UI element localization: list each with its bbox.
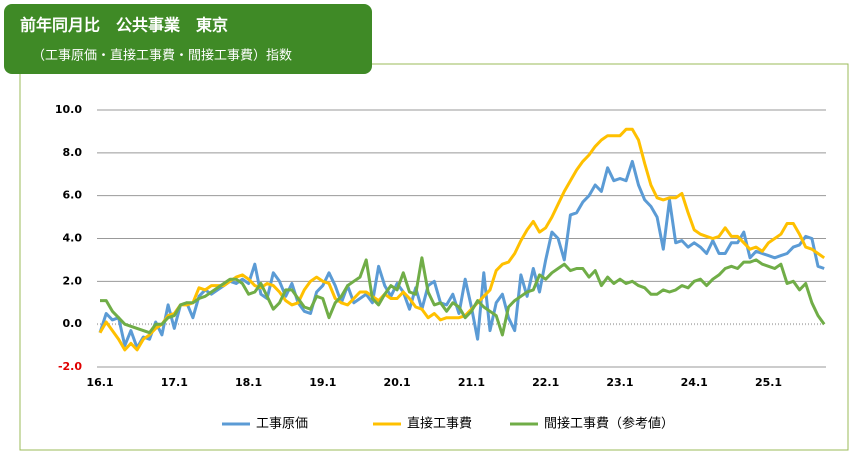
x-tick-label: 19.1 [309, 376, 336, 389]
series-line [98, 159, 825, 350]
x-tick-label: 24.1 [681, 376, 708, 389]
legend-label: 直接工事費 [407, 416, 472, 432]
y-tick-label: 4.0 [63, 232, 83, 245]
y-tick-label: 8.0 [63, 146, 83, 159]
y-tick-label: 0.0 [63, 317, 83, 330]
x-tick-label: 23.1 [606, 376, 633, 389]
x-tick-label: 16.1 [86, 376, 113, 389]
chart-title: 前年同月比 公共事業 東京 [20, 16, 228, 35]
x-tick-label: 25.1 [755, 376, 782, 389]
x-tick-label: 21.1 [458, 376, 485, 389]
chart-frame [19, 63, 849, 451]
series-line [100, 256, 826, 337]
title-box [4, 4, 372, 74]
x-tick-label: 20.1 [384, 376, 411, 389]
y-tick-label: 2.0 [63, 274, 83, 287]
x-tick-label: 17.1 [161, 376, 188, 389]
chart-subtitle: （工事原価・直接工事費・間接工事費）指数 [32, 48, 292, 64]
y-tick-label: -2.0 [58, 360, 82, 373]
legend-label: 工事原価 [256, 417, 308, 432]
y-tick-label: 10.0 [55, 103, 82, 116]
y-tick-label: 6.0 [63, 189, 83, 202]
legend-label: 間接工事費（参考値） [544, 416, 674, 432]
x-tick-label: 18.1 [235, 376, 262, 389]
x-tick-label: 22.1 [532, 376, 559, 389]
